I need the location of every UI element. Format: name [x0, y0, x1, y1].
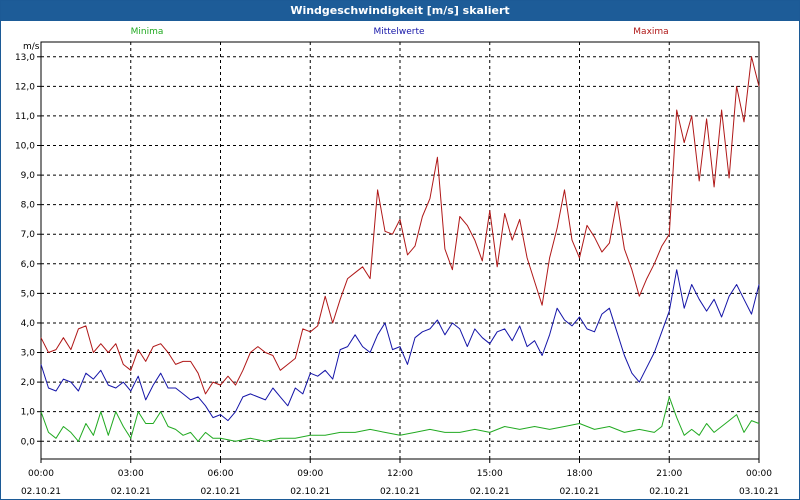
x-tick-time-label: 03:00 — [118, 469, 144, 479]
y-axis-unit-label: m/s — [23, 42, 40, 52]
series-line-minima — [40, 396, 760, 442]
legend-minima: Minima — [131, 27, 164, 37]
x-tick-time-label: 06:00 — [208, 469, 234, 479]
x-tick-time-label: 21:00 — [656, 469, 682, 479]
y-tick-label: 9,0 — [21, 171, 36, 181]
x-tick-time-label: 09:00 — [297, 469, 323, 479]
legend-maxima: Maxima — [633, 27, 668, 37]
x-tick-time-label: 12:00 — [387, 469, 413, 479]
y-tick-label: 12,0 — [15, 82, 35, 92]
x-tick-date-label: 02.10.21 — [380, 487, 420, 497]
y-tick-label: 7,0 — [21, 230, 36, 240]
x-tick-date-label: 02.10.21 — [200, 487, 240, 497]
x-tick-date-label: 02.10.21 — [470, 487, 510, 497]
series-line-maxima — [40, 56, 760, 395]
x-tick-date-label: 02.10.21 — [290, 487, 330, 497]
y-tick-label: 6,0 — [21, 260, 36, 270]
x-tick-time-label: 00:00 — [28, 469, 54, 479]
y-tick-label: 1,0 — [21, 408, 36, 418]
x-tick-time-label: 15:00 — [477, 469, 503, 479]
x-tick-date-label: 02.10.21 — [559, 487, 599, 497]
y-tick-label: 13,0 — [15, 53, 35, 63]
series — [40, 56, 760, 442]
y-tick-label: 2,0 — [21, 378, 36, 388]
y-tick-label: 3,0 — [21, 349, 36, 359]
axes: 0,0 1,0 2,0 3,0 4,0 5,0 6,0 7,0 8,0 9,0 10,0 11,0 12… — [15, 41, 779, 497]
legend-mittelwerte: Mittelwerte — [373, 27, 424, 37]
y-tick-label: 0,0 — [21, 437, 36, 447]
y-tick-label: 10,0 — [15, 142, 35, 152]
x-tick-time-label: 00:00 — [746, 469, 772, 479]
x-tick-date-label: 02.10.21 — [649, 487, 689, 497]
y-tick-label: 5,0 — [21, 289, 36, 299]
x-tick-date-label: 03.10.21 — [739, 487, 779, 497]
y-tick-label: 4,0 — [21, 319, 36, 329]
grid — [41, 42, 759, 459]
x-tick-date-label: 02.10.21 — [21, 487, 61, 497]
x-tick-date-label: 02.10.21 — [111, 487, 151, 497]
y-tick-label: 11,0 — [15, 112, 35, 122]
x-tick-time-label: 18:00 — [567, 469, 593, 479]
y-tick-label: 8,0 — [21, 201, 36, 211]
series-line-mittelwerte — [40, 269, 760, 422]
window-title: Windgeschwindigkeit [m/s] skaliert — [1, 1, 799, 21]
